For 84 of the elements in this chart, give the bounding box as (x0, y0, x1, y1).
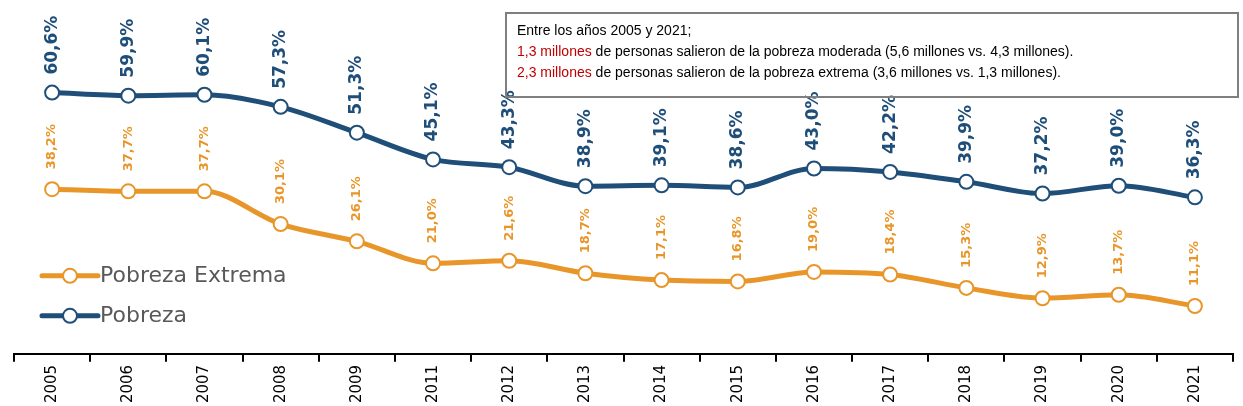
data-label: 39,1% (650, 108, 671, 168)
point (729, 273, 746, 290)
x-tick-label: 2009 (346, 364, 365, 404)
point (120, 183, 137, 200)
data-label: 57,3% (269, 29, 290, 89)
point (44, 84, 61, 101)
data-label: 60,1% (192, 17, 213, 77)
point (44, 181, 61, 198)
data-label: 39,0% (1107, 108, 1128, 168)
data-label: 51,3% (345, 55, 366, 115)
data-label: 38,9% (573, 109, 594, 169)
data-label: 42,2% (878, 94, 899, 154)
point (805, 160, 822, 177)
point (1110, 286, 1127, 303)
data-label: 17,1% (652, 215, 668, 261)
point (1034, 185, 1051, 202)
x-tick-label: 2014 (651, 364, 670, 404)
data-label: 60,6% (40, 15, 61, 75)
data-label: 21,0% (424, 198, 440, 244)
legend-label: Pobreza Extrema (100, 261, 287, 287)
data-label: 37,2% (1030, 116, 1051, 176)
point (425, 151, 442, 168)
data-label: 39,9% (954, 104, 975, 164)
text: Entre los años 2005 y 2021; (517, 21, 693, 40)
x-tick-label: 2012 (499, 364, 518, 404)
data-label: 38,6% (726, 110, 747, 170)
data-label: 18,7% (576, 208, 592, 254)
point (577, 265, 594, 282)
data-label: 36,3% (1183, 120, 1204, 180)
point (1110, 177, 1127, 194)
point (501, 159, 518, 176)
data-label: 37,7% (119, 126, 135, 172)
point (958, 279, 975, 296)
x-tick-label: 2005 (41, 364, 60, 404)
text: 2,3 millones de personas salieron de la pobreza extrema (3,6 millones vs. 1,3 millones). (517, 63, 1062, 82)
point (1186, 297, 1203, 314)
data-label: 43,3% (497, 90, 518, 150)
point (425, 255, 442, 272)
point (1186, 189, 1203, 206)
point (729, 179, 746, 196)
x-tick-label: 2015 (727, 364, 746, 404)
data-label: 45,1% (421, 82, 442, 142)
data-label: 11,1% (1186, 240, 1202, 286)
data-label: 16,8% (729, 216, 745, 262)
point (120, 87, 137, 104)
point (348, 233, 365, 250)
x-tick-label: 2016 (803, 364, 822, 404)
x-tick-label: 2018 (956, 364, 975, 404)
x-tick-label: 2021 (1184, 364, 1203, 404)
point (348, 124, 365, 141)
x-tick-label: 2013 (575, 364, 594, 404)
point (272, 216, 289, 233)
point (501, 252, 518, 269)
point (577, 178, 594, 195)
point (805, 263, 822, 280)
x-tick-label: 2011 (422, 364, 441, 404)
point (958, 173, 975, 190)
point (882, 163, 899, 180)
data-label: 30,1% (272, 158, 288, 205)
x-tick-label: 2007 (194, 364, 213, 404)
x-tick-label: 2020 (1108, 364, 1127, 404)
point (196, 183, 213, 200)
data-label: 59,9% (116, 18, 137, 78)
data-label: 21,6% (500, 195, 516, 241)
data-label: 37,7% (195, 126, 211, 172)
data-label: 38,2% (43, 124, 59, 170)
point (272, 98, 289, 115)
data-label: 18,4% (881, 209, 897, 255)
x-tick-label: 2019 (1032, 364, 1051, 404)
data-label: 26,1% (348, 176, 364, 222)
text: 1,3 millones de personas salieron de la pobreza moderada (5,6 millones vs. 4,3 millones). (517, 42, 1075, 61)
x-tick-label: 2008 (270, 364, 289, 404)
legend-label: Pobreza (100, 301, 188, 327)
x-tick-label: 2017 (880, 364, 899, 404)
point (882, 266, 899, 283)
point (653, 177, 670, 194)
data-label: 19,0% (805, 206, 821, 252)
data-label: 13,7% (1110, 229, 1126, 275)
point (653, 272, 670, 289)
point (196, 86, 213, 103)
data-label: 15,3% (957, 222, 973, 268)
point (1034, 290, 1051, 307)
x-tick-label: 2006 (118, 364, 137, 404)
data-label: 12,9% (1033, 233, 1049, 279)
